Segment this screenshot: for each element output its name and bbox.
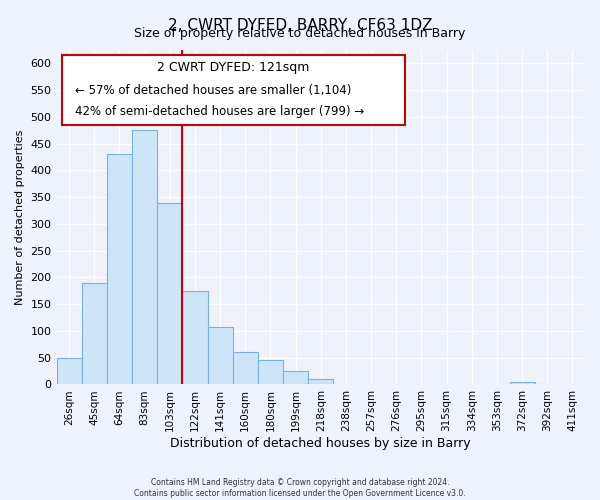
Bar (82, 283, 107, 384)
Bar (308, 379, 334, 384)
Text: Contains HM Land Registry data © Crown copyright and database right 2024.
Contai: Contains HM Land Registry data © Crown c… (134, 478, 466, 498)
Bar (509, 382, 535, 384)
Bar (258, 360, 283, 384)
Bar (283, 371, 308, 384)
Text: 42% of semi-detached houses are larger (799) →: 42% of semi-detached houses are larger (… (75, 104, 364, 118)
X-axis label: Distribution of detached houses by size in Barry: Distribution of detached houses by size … (170, 437, 471, 450)
Text: 2, CWRT DYFED, BARRY, CF63 1DZ: 2, CWRT DYFED, BARRY, CF63 1DZ (168, 18, 432, 32)
FancyBboxPatch shape (62, 55, 406, 126)
Bar (208, 326, 233, 384)
Bar (107, 154, 132, 384)
Text: 2 CWRT DYFED: 121sqm: 2 CWRT DYFED: 121sqm (157, 61, 310, 74)
Bar (233, 352, 258, 384)
Text: Size of property relative to detached houses in Barry: Size of property relative to detached ho… (134, 28, 466, 40)
Bar (56, 358, 82, 384)
Text: ← 57% of detached houses are smaller (1,104): ← 57% of detached houses are smaller (1,… (75, 84, 352, 96)
Y-axis label: Number of detached properties: Number of detached properties (15, 130, 25, 305)
Bar (132, 130, 157, 384)
Bar (182, 291, 208, 384)
Bar (157, 202, 182, 384)
